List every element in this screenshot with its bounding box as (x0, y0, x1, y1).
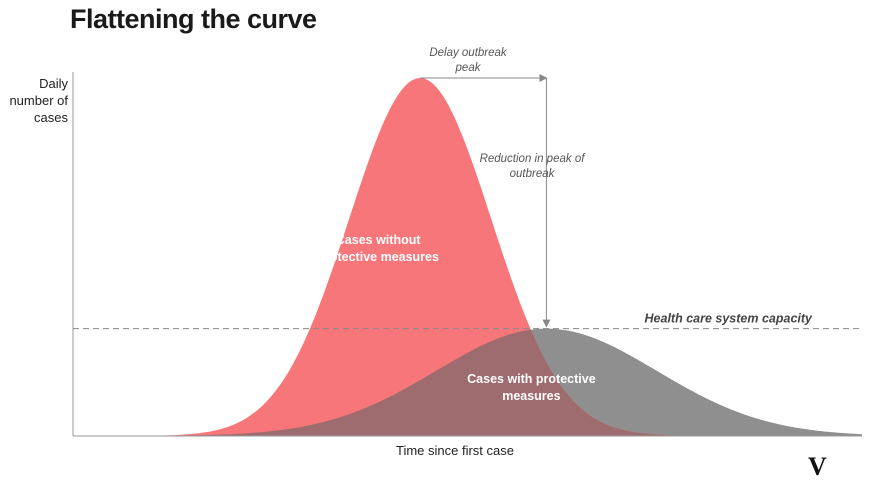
reduction-annotation: Reduction in peak of (480, 153, 587, 165)
series-label-with-measures: Cases with protective (467, 372, 596, 386)
x-axis-label: Time since first case (396, 443, 514, 458)
delay-annotation: Delay outbreak (429, 47, 508, 59)
capacity-label: Health care system capacity (645, 312, 814, 326)
series-label-without-measures: protective measures (317, 250, 439, 264)
chart-title: Flattening the curve (70, 4, 317, 34)
reduction-annotation: outbreak (510, 168, 556, 180)
delay-annotation: peak (455, 62, 482, 74)
y-axis-label: Daily number of cases (0, 75, 68, 126)
series-label-with-measures: measures (502, 389, 560, 403)
y-axis-label-line: cases (34, 110, 68, 125)
series-area-without-measures (73, 78, 862, 436)
y-axis-label-line: Daily (39, 76, 68, 91)
chart-svg: Health care system capacity Cases without… (72, 47, 862, 437)
y-axis-label-line: number of (9, 93, 68, 108)
series-label-without-measures: Cases without (336, 233, 422, 247)
